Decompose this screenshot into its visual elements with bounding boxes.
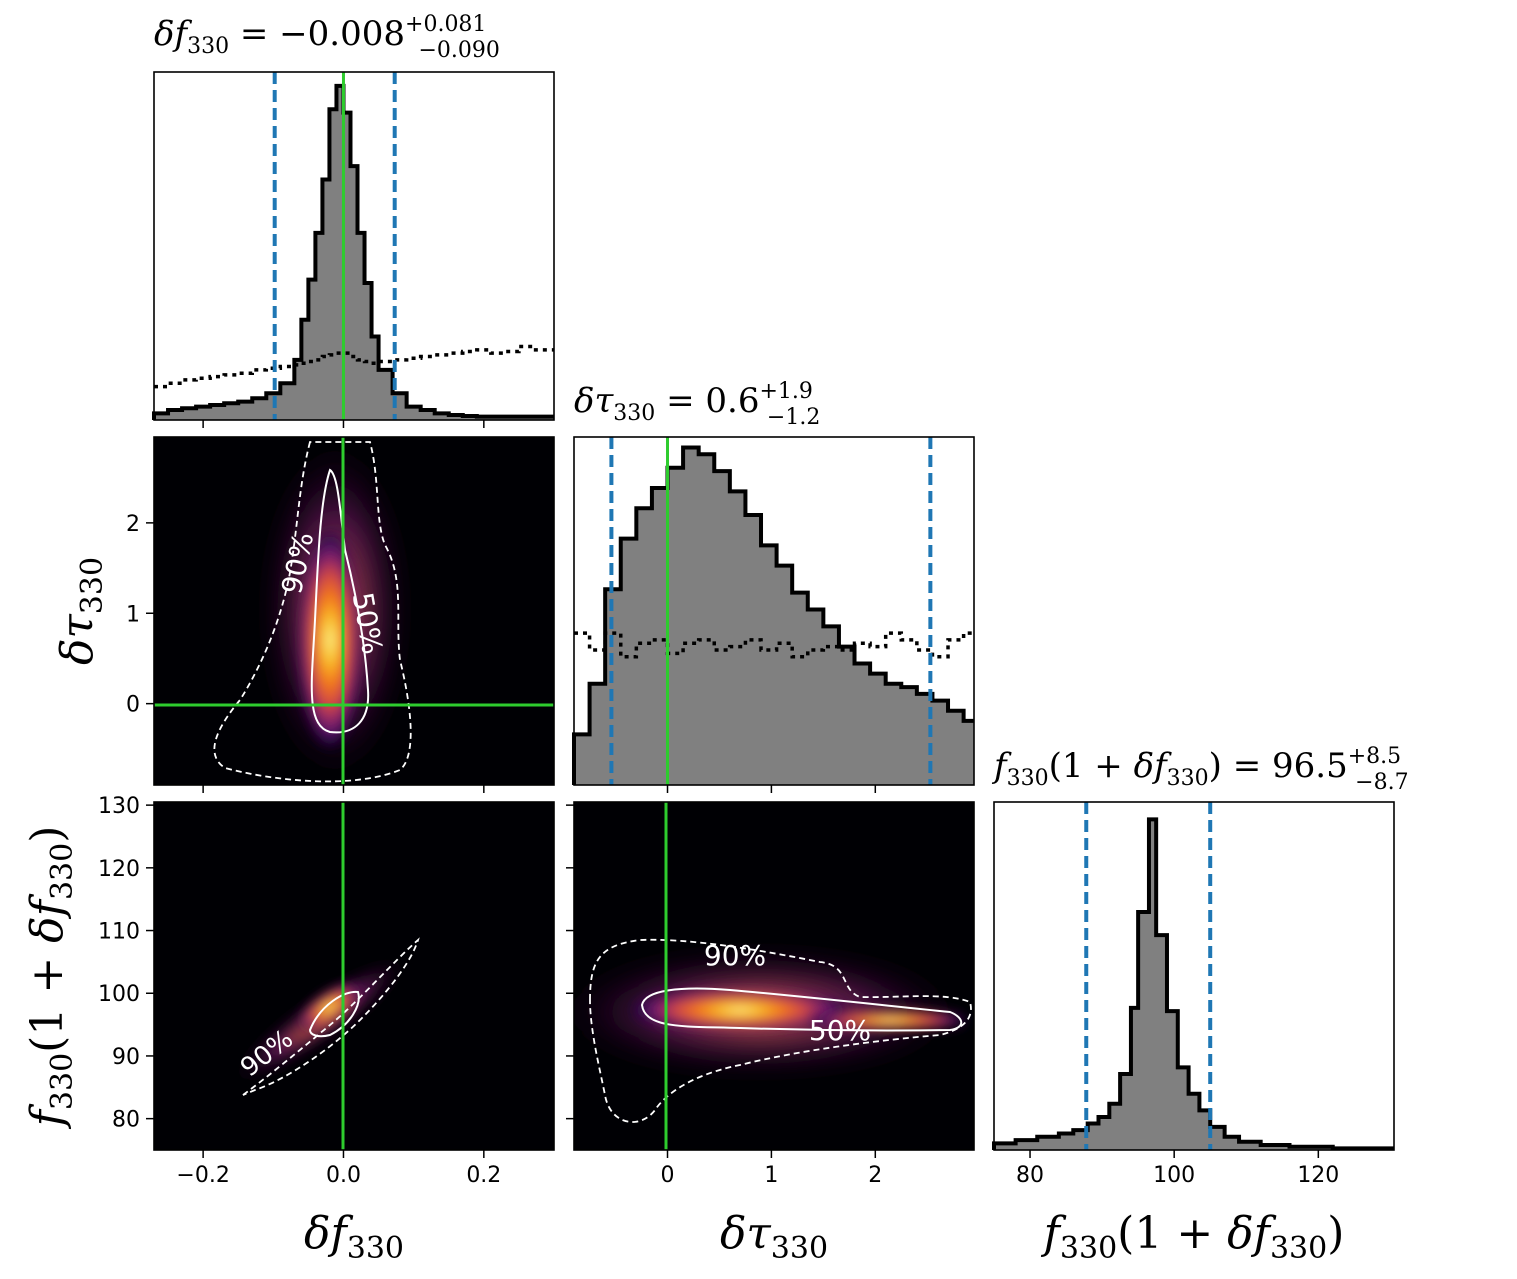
posterior-step: [572, 445, 974, 785]
marginal-df-panel: [152, 71, 555, 421]
x-tick-label: 0.2: [466, 1163, 501, 1188]
contour-90: [213, 441, 412, 783]
y-axis-label-f: f330(1 + δf330): [22, 826, 80, 1130]
density-core: [630, 988, 850, 1032]
joint-dtau-f-panel: 90% 50%: [573, 801, 975, 1151]
contour-90: [589, 938, 972, 1123]
contour-50: [308, 990, 360, 1038]
y-axis-label-dtau: δτ330: [52, 557, 110, 665]
y-tick-label: 100: [98, 982, 140, 1007]
y-tick-label: 80: [112, 1108, 140, 1133]
y-tick-label: 0: [126, 693, 140, 718]
joint-df-dtau-panel: 90% 50%: [153, 436, 555, 786]
y-tick-label: 110: [98, 920, 140, 945]
density-core: [298, 530, 362, 750]
marginal-f-panel: [992, 801, 1395, 1151]
x-axis-label-dtau: δτ330: [720, 1208, 828, 1266]
contour-50: [310, 468, 370, 734]
y-tick-label: 130: [98, 794, 140, 819]
prior-step: [154, 344, 554, 389]
x-tick-label: 120: [1297, 1163, 1339, 1188]
title-f: f330(1 + δf330) = 96.5+8.5 −8.7: [991, 744, 1409, 795]
x-tick-label: 80: [1016, 1163, 1044, 1188]
y-tick-label: 90: [112, 1045, 140, 1070]
x-axis-label-f: f330(1 + δf330): [1041, 1208, 1345, 1266]
marginal-dtau-panel: [572, 436, 975, 786]
title-df: δf330 = −0.008+0.081 −0.090: [154, 12, 500, 63]
density-tail: [810, 1010, 970, 1030]
y-tick-label: 2: [126, 512, 140, 537]
joint-df-f-panel: 90%: [153, 801, 555, 1151]
posterior-fill: [574, 447, 974, 785]
x-tick-label: 0.0: [326, 1163, 361, 1188]
contour-label-90: 90%: [704, 939, 766, 972]
y-tick-label: 120: [98, 857, 140, 882]
axis-ticks: −0.2 0.0 0.2 0 1 2 80 100 120 0 1 2 80 90 100 110 120 130: [98, 420, 1339, 1188]
x-tick-label: −0.2: [176, 1163, 229, 1188]
contour-label-50: 50%: [809, 1014, 871, 1047]
x-tick-label: 1: [764, 1163, 778, 1188]
posterior-step: [992, 817, 1394, 1151]
posterior-step: [152, 83, 554, 420]
x-axis-label-df: δf330: [304, 1208, 404, 1266]
contour-50: [640, 987, 963, 1032]
contour-90: [242, 937, 420, 1096]
x-tick-label: 0: [661, 1163, 675, 1188]
y-tick-label: 1: [126, 602, 140, 627]
title-dtau: δτ330 = 0.6+1.9 −1.2: [574, 379, 820, 430]
x-tick-label: 2: [868, 1163, 882, 1188]
posterior-fill: [154, 85, 554, 421]
x-tick-label: 100: [1153, 1163, 1195, 1188]
